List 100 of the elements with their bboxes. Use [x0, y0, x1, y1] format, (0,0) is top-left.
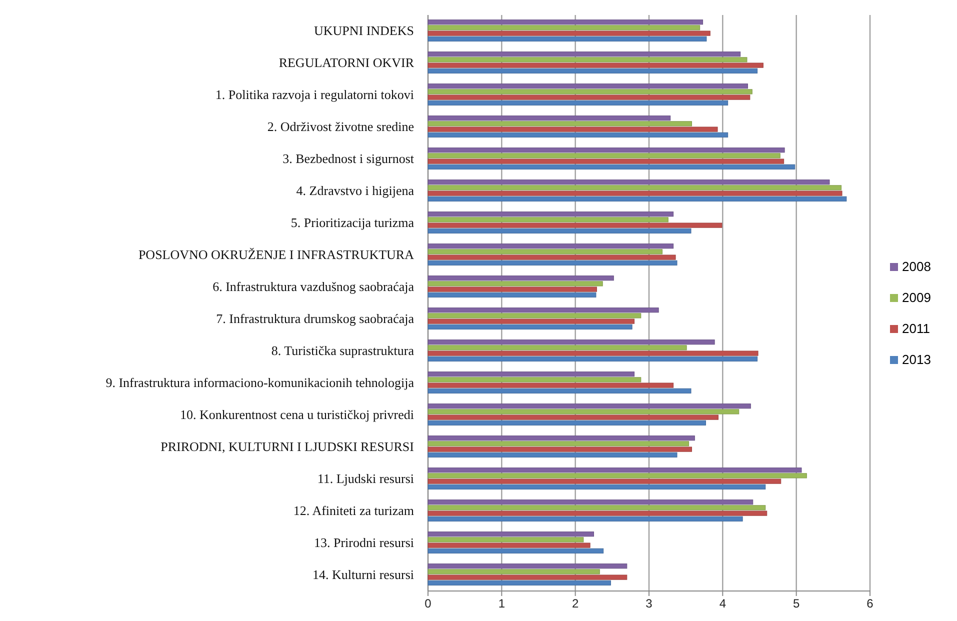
legend-label: 2011 — [902, 321, 930, 336]
bar — [428, 516, 743, 522]
bar — [428, 89, 752, 94]
bar — [428, 580, 611, 586]
bar — [428, 249, 663, 254]
bar — [428, 414, 718, 420]
bar — [428, 318, 635, 324]
y-tick-label: 6. Infrastruktura vazdušnog saobraćaja — [212, 279, 414, 294]
bar — [428, 313, 642, 318]
bar — [428, 254, 676, 260]
legend-label: 2009 — [902, 290, 931, 305]
x-tick-label: 3 — [646, 596, 653, 611]
bar — [428, 62, 764, 68]
y-tick-label: 8. Turistička suprastruktura — [271, 343, 414, 358]
bar — [428, 36, 707, 42]
y-tick-label: 12. Afiniteti za turizam — [293, 503, 414, 518]
bar — [428, 542, 590, 548]
y-tick-label: 3. Bezbednost i sigurnost — [282, 151, 414, 166]
bar — [428, 148, 785, 153]
y-tick-label: REGULATORNI OKVIR — [278, 55, 414, 70]
y-tick-label: 5. Prioritizacija turizma — [290, 215, 414, 230]
bar — [428, 340, 715, 345]
y-tick-label: 10. Konkurentnost cena u turističkoj privredi — [180, 407, 414, 422]
bar — [428, 153, 780, 158]
bar — [428, 196, 847, 202]
bar — [428, 409, 740, 414]
bar — [428, 94, 750, 100]
y-tick-label: 2. Održivost životne sredine — [267, 119, 414, 134]
bar — [428, 190, 842, 196]
bar — [428, 164, 796, 170]
bar — [428, 500, 754, 505]
bar — [428, 20, 704, 25]
bar — [428, 420, 706, 426]
bar — [428, 30, 710, 36]
bar — [428, 324, 632, 330]
bar — [428, 228, 692, 234]
bar — [428, 308, 659, 313]
bar — [428, 537, 584, 542]
bar — [428, 116, 671, 121]
bar — [428, 441, 690, 446]
bar — [428, 121, 692, 126]
bar — [428, 158, 784, 164]
y-tick-label: PRIRODNI, KULTURNI I LJUDSKI RESURSI — [160, 439, 414, 454]
bar — [428, 25, 700, 30]
bar — [428, 57, 748, 62]
bar — [428, 350, 758, 356]
bar — [428, 84, 748, 89]
y-tick-label: 1. Politika razvoja i regulatorni tokovi — [215, 87, 414, 102]
bar — [428, 222, 722, 228]
y-tick-label: POSLOVNO OKRUŽENJE I INFRASTRUKTURA — [138, 247, 415, 262]
bar — [428, 548, 604, 554]
bar — [428, 388, 692, 394]
bar — [428, 446, 692, 452]
bar — [428, 212, 674, 217]
bar — [428, 132, 728, 138]
y-tick-label: 4. Zdravstvo i higijena — [296, 183, 414, 198]
y-tick-label: 11. Ljudski resursi — [317, 471, 414, 486]
legend-label: 2008 — [902, 259, 931, 274]
bar — [428, 100, 728, 106]
bar — [428, 345, 687, 350]
bar — [428, 292, 596, 298]
bar — [428, 532, 594, 537]
bar — [428, 574, 628, 580]
bar — [428, 180, 830, 185]
bar — [428, 276, 614, 281]
bar — [428, 286, 597, 292]
y-tick-label: UKUPNI INDEKS — [314, 23, 414, 38]
bar — [428, 468, 802, 473]
bar — [428, 260, 678, 266]
x-tick-label: 0 — [424, 596, 432, 611]
bar — [428, 244, 674, 249]
bar — [428, 126, 718, 132]
bar — [428, 473, 807, 478]
bar — [428, 185, 842, 190]
bar — [428, 510, 768, 516]
y-tick-label: 7. Infrastruktura drumskog saobraćaja — [216, 311, 414, 326]
bar — [428, 452, 678, 458]
bar — [428, 217, 668, 222]
x-tick-label: 6 — [866, 596, 874, 611]
x-tick-label: 5 — [792, 596, 800, 611]
bar — [428, 564, 628, 569]
x-tick-label: 1 — [498, 596, 506, 611]
bar — [428, 436, 695, 441]
x-tick-label: 2 — [572, 596, 579, 611]
y-tick-label: 14. Kulturni resursi — [312, 567, 414, 582]
bar — [428, 484, 766, 490]
bar — [428, 281, 603, 286]
bar — [428, 356, 758, 362]
y-tick-label: 9. Infrastruktura informaciono-komunikacionih tehnologija — [106, 375, 414, 390]
bar — [428, 382, 674, 388]
x-tick-label: 4 — [719, 596, 726, 611]
bar — [428, 372, 635, 377]
bar — [428, 505, 766, 510]
bar — [428, 377, 642, 382]
bar — [428, 68, 758, 74]
y-tick-label: 13. Prirodni resursi — [314, 535, 414, 550]
bar — [428, 569, 600, 574]
bar — [428, 478, 782, 484]
legend-label: 2013 — [902, 352, 931, 367]
bar — [428, 52, 741, 57]
